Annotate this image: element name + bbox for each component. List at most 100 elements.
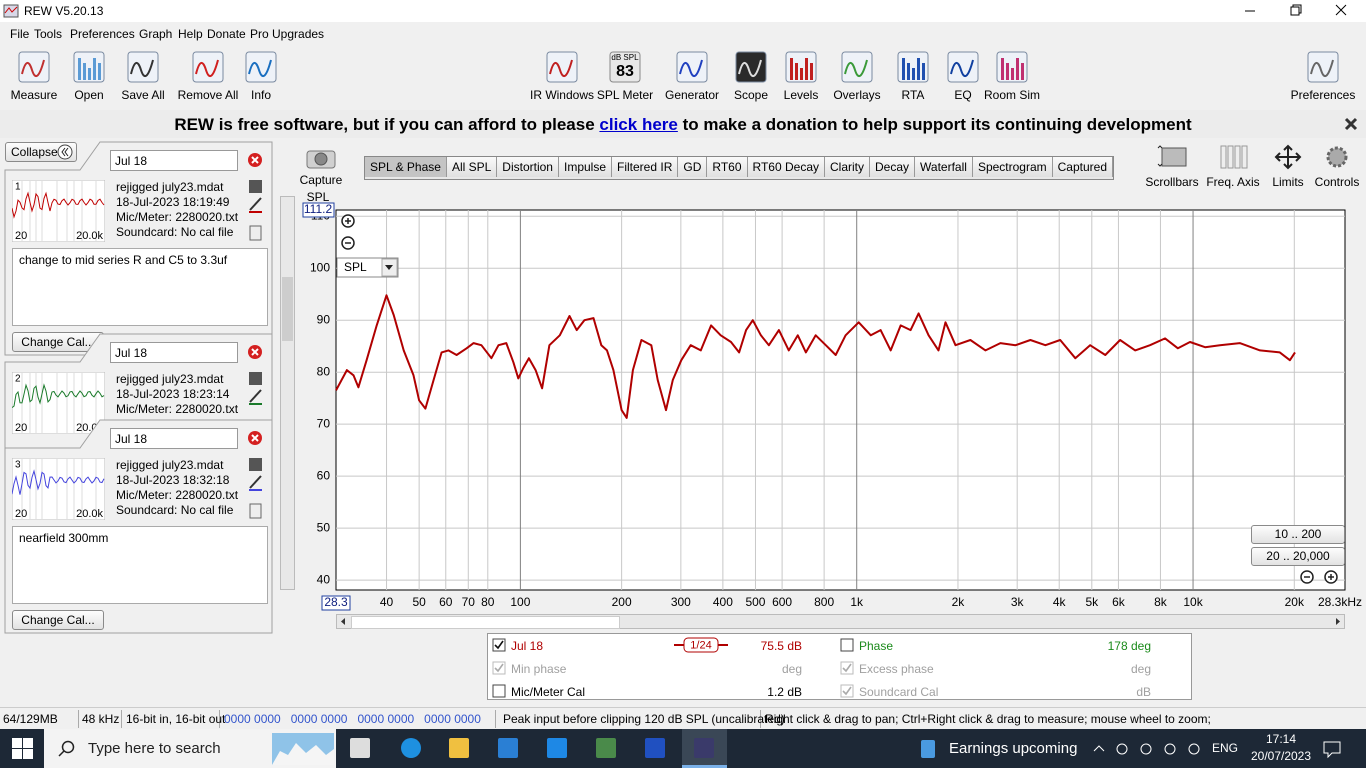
toolbar-icon[interactable] [72, 50, 106, 84]
measurement-name[interactable]: Jul 18 [110, 150, 238, 171]
system-tray[interactable] [1090, 739, 1210, 759]
graph-tool-label[interactable]: Limits [1272, 175, 1304, 189]
capture-icon[interactable] [305, 146, 337, 170]
toolbar-icon[interactable] [244, 50, 278, 84]
remove-button[interactable] [247, 344, 263, 360]
toolbar-icon[interactable] [1306, 50, 1340, 84]
menu-item[interactable]: Pro Upgrades [250, 27, 325, 41]
toolbar-icon[interactable] [17, 50, 51, 84]
toolbar-icon[interactable] [946, 50, 980, 84]
banner-close[interactable] [1343, 116, 1359, 132]
collapse-icon[interactable] [56, 143, 74, 161]
trace-name[interactable]: Jul 18 [511, 639, 544, 653]
input-language[interactable]: ENG [1212, 741, 1239, 755]
menu-item[interactable]: File [10, 27, 30, 41]
graph-tool-icon[interactable] [1217, 144, 1249, 170]
measurement-notes[interactable]: change to mid series R and C5 to 3.3uf [12, 248, 268, 326]
measurement-notes[interactable]: nearfield 300mm [12, 526, 268, 604]
collapse-button[interactable]: Collapse [5, 142, 77, 162]
clock-time[interactable]: 17:14 [1265, 732, 1297, 746]
menu-item[interactable]: Donate [207, 27, 246, 41]
taskbar-app[interactable] [595, 737, 617, 759]
toolbar-label[interactable]: Generator [664, 88, 720, 102]
news-widget[interactable]: Earnings upcoming [949, 740, 1078, 757]
change-cal-button[interactable]: Change Cal... [12, 332, 104, 352]
checkbox[interactable] [492, 638, 506, 652]
graph-tab[interactable]: SPL & Phase [365, 157, 447, 177]
news-icon[interactable] [918, 739, 938, 759]
range-button[interactable]: 10 .. 200 [1251, 525, 1345, 544]
graph-tab[interactable]: Filtered IR [612, 157, 679, 177]
toolbar-label[interactable]: Preferences [1290, 88, 1356, 102]
toolbar-icon[interactable] [995, 50, 1029, 84]
taskbar-app[interactable] [349, 737, 371, 759]
taskbar-app[interactable] [448, 737, 470, 759]
remove-button[interactable] [247, 152, 263, 168]
toolbar-icon[interactable] [545, 50, 579, 84]
toolbar-label[interactable]: Remove All [177, 88, 239, 102]
range-button[interactable]: 20 .. 20,000 [1251, 547, 1345, 566]
start-button[interactable] [12, 738, 34, 760]
change-cal-button[interactable]: Change Cal... [12, 610, 104, 630]
graph-tab[interactable]: Distortion [497, 157, 559, 177]
card-icons[interactable] [246, 178, 266, 248]
x-scroll-thumb[interactable] [351, 616, 620, 629]
trace-name[interactable]: Mic/Meter Cal [511, 685, 586, 699]
checkbox[interactable] [840, 638, 854, 652]
window-controls[interactable] [1230, 0, 1366, 22]
taskbar-app[interactable] [546, 737, 568, 759]
graph-tool-label[interactable]: Scrollbars [1145, 175, 1199, 189]
toolbar-icon[interactable] [784, 50, 818, 84]
smoothing-indicator[interactable]: 1/24 [674, 637, 728, 653]
graph-tab[interactable]: Captured [1052, 157, 1114, 177]
graph-tab[interactable]: RT60 [707, 157, 748, 177]
taskbar-app[interactable] [693, 737, 715, 759]
toolbar-label[interactable]: RTA [901, 88, 925, 102]
menu-item[interactable]: Tools [34, 27, 63, 41]
clock-date[interactable]: 20/07/2023 [1250, 749, 1312, 763]
toolbar-icon[interactable] [896, 50, 930, 84]
graph-tool-icon[interactable] [1156, 144, 1188, 170]
toolbar-icon[interactable] [734, 50, 768, 84]
graph-tool-label[interactable]: Freq. Axis [1206, 175, 1260, 189]
toolbar-label[interactable]: IR Windows [529, 88, 594, 102]
notifications[interactable] [1322, 739, 1342, 759]
banner-link[interactable]: click here [599, 115, 678, 134]
graph-tab[interactable]: RT60 Decay [747, 157, 825, 177]
menu-item[interactable]: Help [178, 27, 203, 41]
measurement-name[interactable]: Jul 18 [110, 428, 238, 449]
toolbar-label[interactable]: Scope [733, 88, 769, 102]
toolbar-icon[interactable] [191, 50, 225, 84]
graph-tab[interactable]: Decay [870, 157, 916, 177]
menu-item[interactable]: Preferences [70, 27, 135, 41]
taskbar-app[interactable] [497, 737, 519, 759]
graph-tab[interactable]: Waterfall [915, 157, 973, 177]
menu-item[interactable]: Graph [139, 27, 173, 41]
toolbar-icon[interactable] [840, 50, 874, 84]
graph-tool-icon[interactable] [1321, 144, 1353, 170]
toolbar-icon[interactable] [675, 50, 709, 84]
graph-tool-icon[interactable] [1272, 144, 1304, 170]
graph-tab[interactable]: All SPL [446, 157, 498, 177]
graph-tab[interactable]: Impulse [558, 157, 613, 177]
checkbox[interactable] [492, 684, 506, 698]
toolbar-label[interactable]: Levels [783, 88, 819, 102]
toolbar-label[interactable]: Room Sim [983, 88, 1040, 102]
toolbar-label[interactable]: Overlays [833, 88, 881, 102]
remove-button[interactable] [247, 430, 263, 446]
toolbar-label[interactable]: Measure [10, 88, 58, 102]
graph-tab[interactable]: Spectrogram [972, 157, 1053, 177]
measurement-name[interactable]: Jul 18 [110, 342, 238, 363]
toolbar-label[interactable]: Save All [121, 88, 165, 102]
toolbar-icon[interactable] [126, 50, 160, 84]
graph-tab[interactable]: Clarity [825, 157, 871, 177]
graph-tab[interactable]: GD [678, 157, 708, 177]
card-icons[interactable] [246, 370, 266, 440]
scroll-thumb[interactable] [282, 277, 293, 341]
taskbar-app[interactable] [644, 737, 666, 759]
phase-name[interactable]: Phase [859, 639, 894, 653]
toolbar-label[interactable]: SPL Meter [596, 88, 654, 102]
graph-tool-label[interactable]: Controls [1314, 175, 1360, 189]
taskbar-app[interactable] [400, 737, 422, 759]
